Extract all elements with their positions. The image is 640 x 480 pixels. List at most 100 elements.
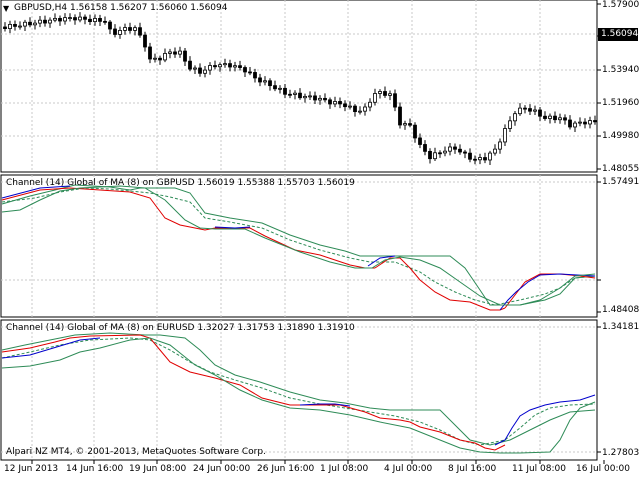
candle-body <box>508 120 512 129</box>
candle-body <box>253 72 257 79</box>
channel-upper-line <box>1 332 596 446</box>
candle-body <box>523 107 527 110</box>
candle-body <box>353 105 357 113</box>
candle-body <box>198 67 202 74</box>
candle-body <box>233 65 237 68</box>
candle-body <box>148 46 152 60</box>
candle-body <box>13 24 17 27</box>
candle-body <box>443 150 447 154</box>
candle-body <box>288 93 292 96</box>
candle-body <box>218 64 222 68</box>
time-axis-label: 4 Jul 00:00 <box>384 464 433 474</box>
candle-body <box>153 57 157 60</box>
candle-body <box>43 19 47 24</box>
candle-body <box>403 123 407 126</box>
candle-body <box>278 87 282 90</box>
candle-body <box>348 105 352 108</box>
candle-body <box>8 24 12 29</box>
candle-body <box>438 152 442 155</box>
candle-body <box>588 120 592 125</box>
candle-body <box>53 17 57 21</box>
candle-body <box>103 20 107 23</box>
candle-body <box>423 144 427 152</box>
candle-body <box>18 25 22 28</box>
candle-body <box>498 141 502 150</box>
candle-body <box>108 21 112 30</box>
candle-body <box>513 113 517 122</box>
candle-body <box>558 117 562 121</box>
candle-body <box>308 95 312 98</box>
candle-body <box>388 93 392 96</box>
candle-body <box>178 50 182 55</box>
candle-body <box>163 53 167 61</box>
candle-body <box>458 148 462 153</box>
candle-body <box>538 109 542 117</box>
time-axis-label: 24 Jun 00:00 <box>193 464 251 474</box>
channel-blue-line <box>299 403 351 407</box>
indicator2-header: Channel (14) Global of MA (8) on EURUSD … <box>6 323 355 333</box>
price-axis-label: 1.53940 <box>602 65 640 75</box>
candle-body <box>433 152 437 160</box>
time-axis-label: 8 Jul 16:00 <box>448 464 497 474</box>
channel-blue-line <box>1 337 101 359</box>
candles[interactable] <box>3 12 597 165</box>
time-axis-label: 19 Jun 08:00 <box>129 464 187 474</box>
candle-body <box>473 158 477 161</box>
candle-body <box>378 91 382 94</box>
candle-body <box>583 121 587 125</box>
candle-body <box>113 28 117 35</box>
current-price-label: 1.56094 <box>598 28 638 41</box>
candle-body <box>543 115 547 119</box>
channel-blue-line <box>499 273 596 311</box>
candle-body <box>408 123 412 126</box>
candle-body <box>553 115 557 121</box>
candle-body <box>208 65 212 71</box>
candle-body <box>328 99 332 105</box>
candle-body <box>493 148 497 154</box>
time-axis-label: 12 Jun 2013 <box>4 464 59 474</box>
time-axis-label: 26 Jun 16:00 <box>257 464 315 474</box>
candle-body <box>88 18 92 23</box>
candle-body <box>393 93 397 108</box>
candle-body <box>528 108 532 112</box>
candle-body <box>118 30 122 35</box>
price-axis-label: 1.49980 <box>602 131 640 141</box>
candle-body <box>568 119 572 128</box>
candle-body <box>318 97 322 101</box>
candle-body <box>268 80 272 87</box>
candle-body <box>478 157 482 161</box>
candle-body <box>138 27 142 36</box>
candle-body <box>503 128 507 143</box>
indicator2-axis-label: 1.27803 <box>602 448 640 458</box>
candle-body <box>453 146 457 150</box>
copyright-text: Alpari NZ MT4, © 2001-2013, MetaQuotes S… <box>6 447 266 457</box>
time-axis-label: 11 Jul 08:00 <box>512 464 566 474</box>
indicator1-axis-label: 1.57491 <box>602 177 640 187</box>
time-axis-label: 14 Jun 16:00 <box>66 464 124 474</box>
indicator1-lines[interactable] <box>1 184 596 311</box>
candle-body <box>303 95 307 99</box>
candle-body <box>418 137 422 145</box>
time-axis-label: 1 Jul 08:00 <box>320 464 369 474</box>
channel-lower-line <box>1 187 375 269</box>
candle-body <box>448 146 452 152</box>
candle-body <box>358 110 362 113</box>
grid <box>1 0 597 460</box>
candle-body <box>168 51 172 54</box>
candle-body <box>488 152 492 161</box>
candle-body <box>333 101 337 105</box>
candle-body <box>213 65 217 68</box>
candle-body <box>28 21 32 26</box>
candle-body <box>258 77 262 83</box>
candle-body <box>23 21 27 27</box>
candle-body <box>173 51 177 55</box>
candle-body <box>518 107 522 115</box>
channel-mid-line <box>1 337 596 446</box>
indicator2-lines[interactable] <box>1 332 596 454</box>
triangle-down-icon[interactable]: ▼ <box>3 4 10 13</box>
indicator2-axis-label: 1.34181 <box>602 322 640 332</box>
candle-body <box>373 93 377 103</box>
symbol-header: GBPUSD,H4 1.56158 1.56207 1.56060 1.5609… <box>14 3 228 13</box>
candle-body <box>63 17 67 22</box>
channel-upper-line <box>1 184 596 306</box>
